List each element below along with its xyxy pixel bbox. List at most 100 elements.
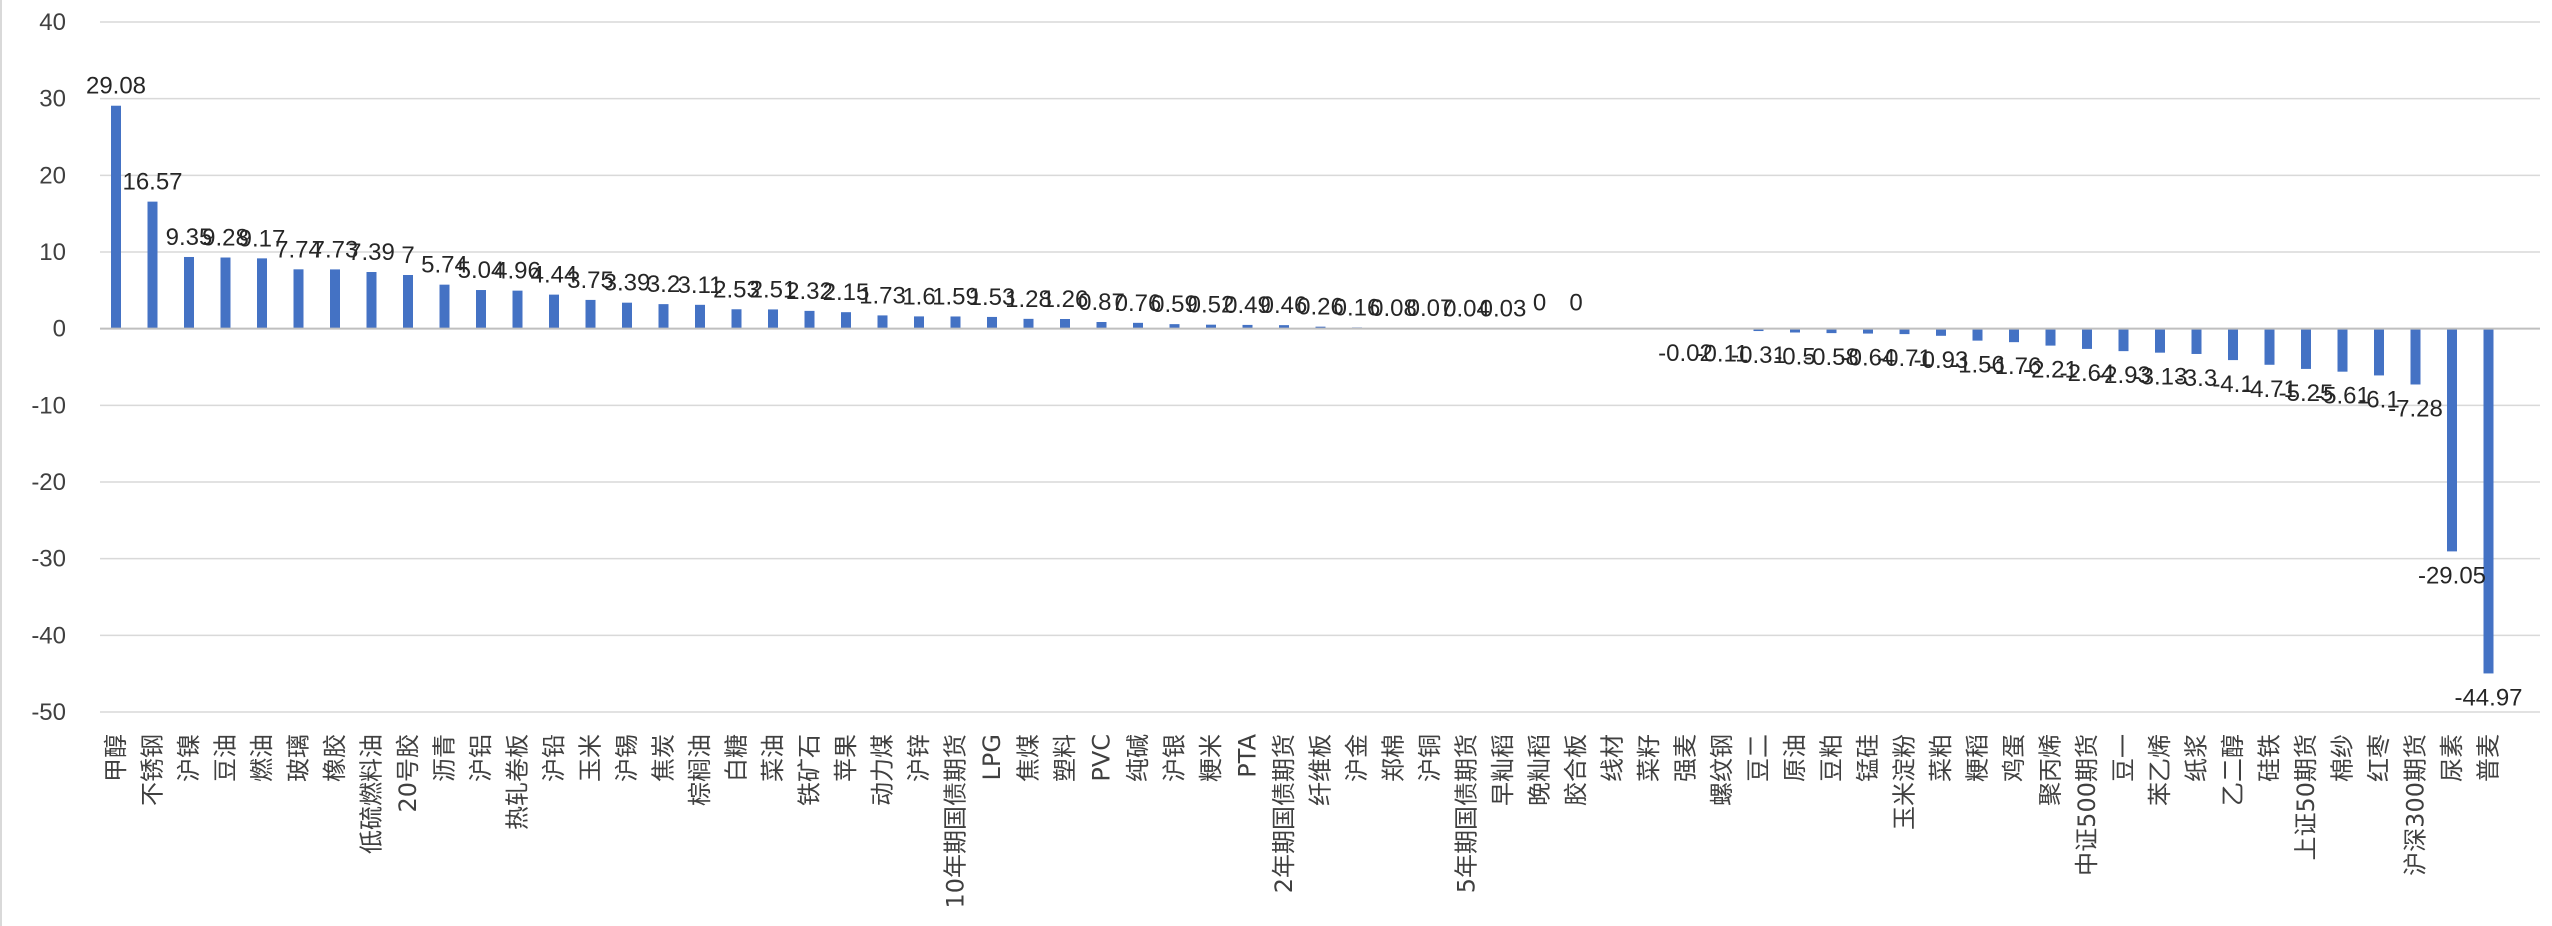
category-label: 玉米 — [577, 734, 605, 782]
data-label: 1.73 — [859, 282, 906, 309]
category-label: 沪锡 — [613, 734, 641, 782]
category-label: 纯碱 — [1124, 734, 1152, 782]
data-label: -1.56 — [1950, 352, 2005, 379]
bar — [2191, 328, 2202, 354]
bar — [2264, 328, 2275, 365]
category-label: 玻璃 — [285, 734, 313, 782]
y-tick-label: -50 — [31, 699, 66, 726]
category-label: 焦炭 — [650, 734, 678, 782]
data-label: 3.75 — [567, 267, 614, 294]
category-label: 纤维板 — [1307, 734, 1335, 806]
bar — [293, 269, 304, 329]
bar — [658, 304, 669, 329]
data-label: -2.93 — [2096, 362, 2151, 389]
bar — [111, 105, 121, 329]
category-label: 聚丙烯 — [2037, 734, 2065, 806]
data-label: -0.31 — [1731, 342, 1786, 369]
data-label: 0 — [1533, 290, 1546, 317]
category-label: 热轧卷板 — [504, 734, 532, 830]
bar — [330, 269, 340, 329]
bar — [476, 290, 486, 329]
category-label: 晚籼稻 — [1526, 734, 1554, 806]
data-label: 1.28 — [1005, 286, 1052, 313]
bar — [549, 294, 559, 329]
bar — [2155, 328, 2165, 353]
category-label: 螺纹钢 — [1708, 734, 1736, 806]
data-label: -44.97 — [2454, 684, 2522, 711]
bar — [220, 257, 231, 329]
data-label: -6.1 — [2358, 386, 2399, 413]
data-label: 2.51 — [750, 276, 797, 303]
category-label: PTA — [1234, 733, 1262, 777]
data-label: 7.74 — [275, 236, 322, 263]
data-label: 2.15 — [823, 279, 870, 306]
category-label: 沪铅 — [540, 734, 568, 782]
bar — [1096, 321, 1107, 329]
bar — [695, 304, 705, 329]
bar — [731, 309, 742, 329]
bar — [2483, 328, 2494, 674]
data-label: 0.04 — [1443, 295, 1490, 322]
category-label: 早籼稻 — [1489, 734, 1517, 806]
data-label: 7 — [401, 242, 414, 269]
data-label: 0.16 — [1334, 294, 1381, 321]
data-label: -1.76 — [1987, 353, 2042, 380]
category-label: 纸浆 — [2183, 734, 2211, 782]
data-label: 0.49 — [1224, 292, 1271, 319]
data-label: 3.2 — [647, 271, 680, 298]
data-label: 5.74 — [421, 252, 468, 279]
data-label: -0.64 — [1841, 345, 1896, 372]
category-label: 硅铁 — [2256, 734, 2284, 782]
y-tick-label: 30 — [39, 86, 66, 113]
data-label: -0.93 — [1914, 347, 1969, 374]
category-label: 低硫燃料油 — [358, 734, 386, 854]
category-label: 原油 — [1781, 734, 1809, 782]
gridlines — [100, 21, 2540, 713]
data-labels: 29.08 16.57 9.359.289.177.747.737.39 7 5.745… — [86, 73, 2523, 712]
category-label: 棕榈油 — [686, 734, 714, 806]
data-label: -0.58 — [1804, 344, 1859, 371]
y-tick-label: 10 — [39, 239, 66, 266]
bar — [2337, 328, 2348, 372]
bar — [439, 284, 450, 329]
data-label: 0.59 — [1151, 291, 1198, 318]
y-tick-label: 20 — [39, 162, 66, 189]
bar — [914, 316, 924, 329]
bar — [1863, 328, 1873, 334]
bar — [622, 302, 632, 329]
category-label: 沥青 — [431, 734, 459, 782]
bar — [2447, 328, 2457, 552]
bar — [2410, 328, 2421, 385]
data-label: 5.04 — [458, 257, 505, 284]
bar — [1060, 319, 1070, 329]
category-label: 豆粕 — [1818, 734, 1846, 782]
category-label: 豆一 — [2110, 734, 2138, 782]
bar — [1206, 324, 1216, 329]
category-label: 尿素 — [2438, 734, 2466, 782]
bar — [1279, 325, 1289, 329]
data-label: 0.07 — [1407, 295, 1454, 322]
data-label: -5.25 — [2279, 380, 2334, 407]
bar — [877, 315, 888, 329]
bar — [2045, 328, 2056, 346]
category-label: 5年期国债期货 — [1453, 734, 1481, 893]
category-label: 焦煤 — [1015, 734, 1043, 782]
bar — [257, 258, 267, 329]
category-label: 10年期国债期货 — [942, 734, 970, 909]
category-label: 乙二醇 — [2219, 734, 2247, 806]
data-label: 7.73 — [312, 236, 359, 263]
bar — [1899, 328, 1910, 335]
data-label: 9.35 — [166, 224, 213, 251]
category-label: 鸡蛋 — [2000, 734, 2028, 782]
data-label: 0.76 — [1115, 290, 1162, 317]
category-label: 豆油 — [212, 734, 240, 782]
data-label: -0.11 — [1696, 341, 1749, 368]
category-label: 线材 — [1599, 734, 1627, 782]
data-label: -4.1 — [2212, 371, 2253, 398]
bar — [585, 299, 596, 329]
bar — [2009, 328, 2019, 343]
data-label: -0.71 — [1877, 345, 1932, 372]
data-label: 0.52 — [1188, 292, 1235, 319]
data-label: 2.53 — [713, 276, 760, 303]
